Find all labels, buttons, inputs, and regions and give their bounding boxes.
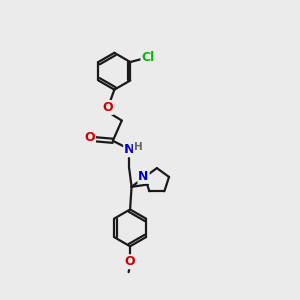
Text: O: O [84, 131, 95, 144]
Text: H: H [134, 142, 142, 152]
Text: N: N [138, 170, 149, 183]
Text: O: O [102, 101, 113, 114]
Text: N: N [124, 143, 135, 156]
Text: O: O [125, 255, 135, 268]
Text: Cl: Cl [142, 51, 155, 64]
